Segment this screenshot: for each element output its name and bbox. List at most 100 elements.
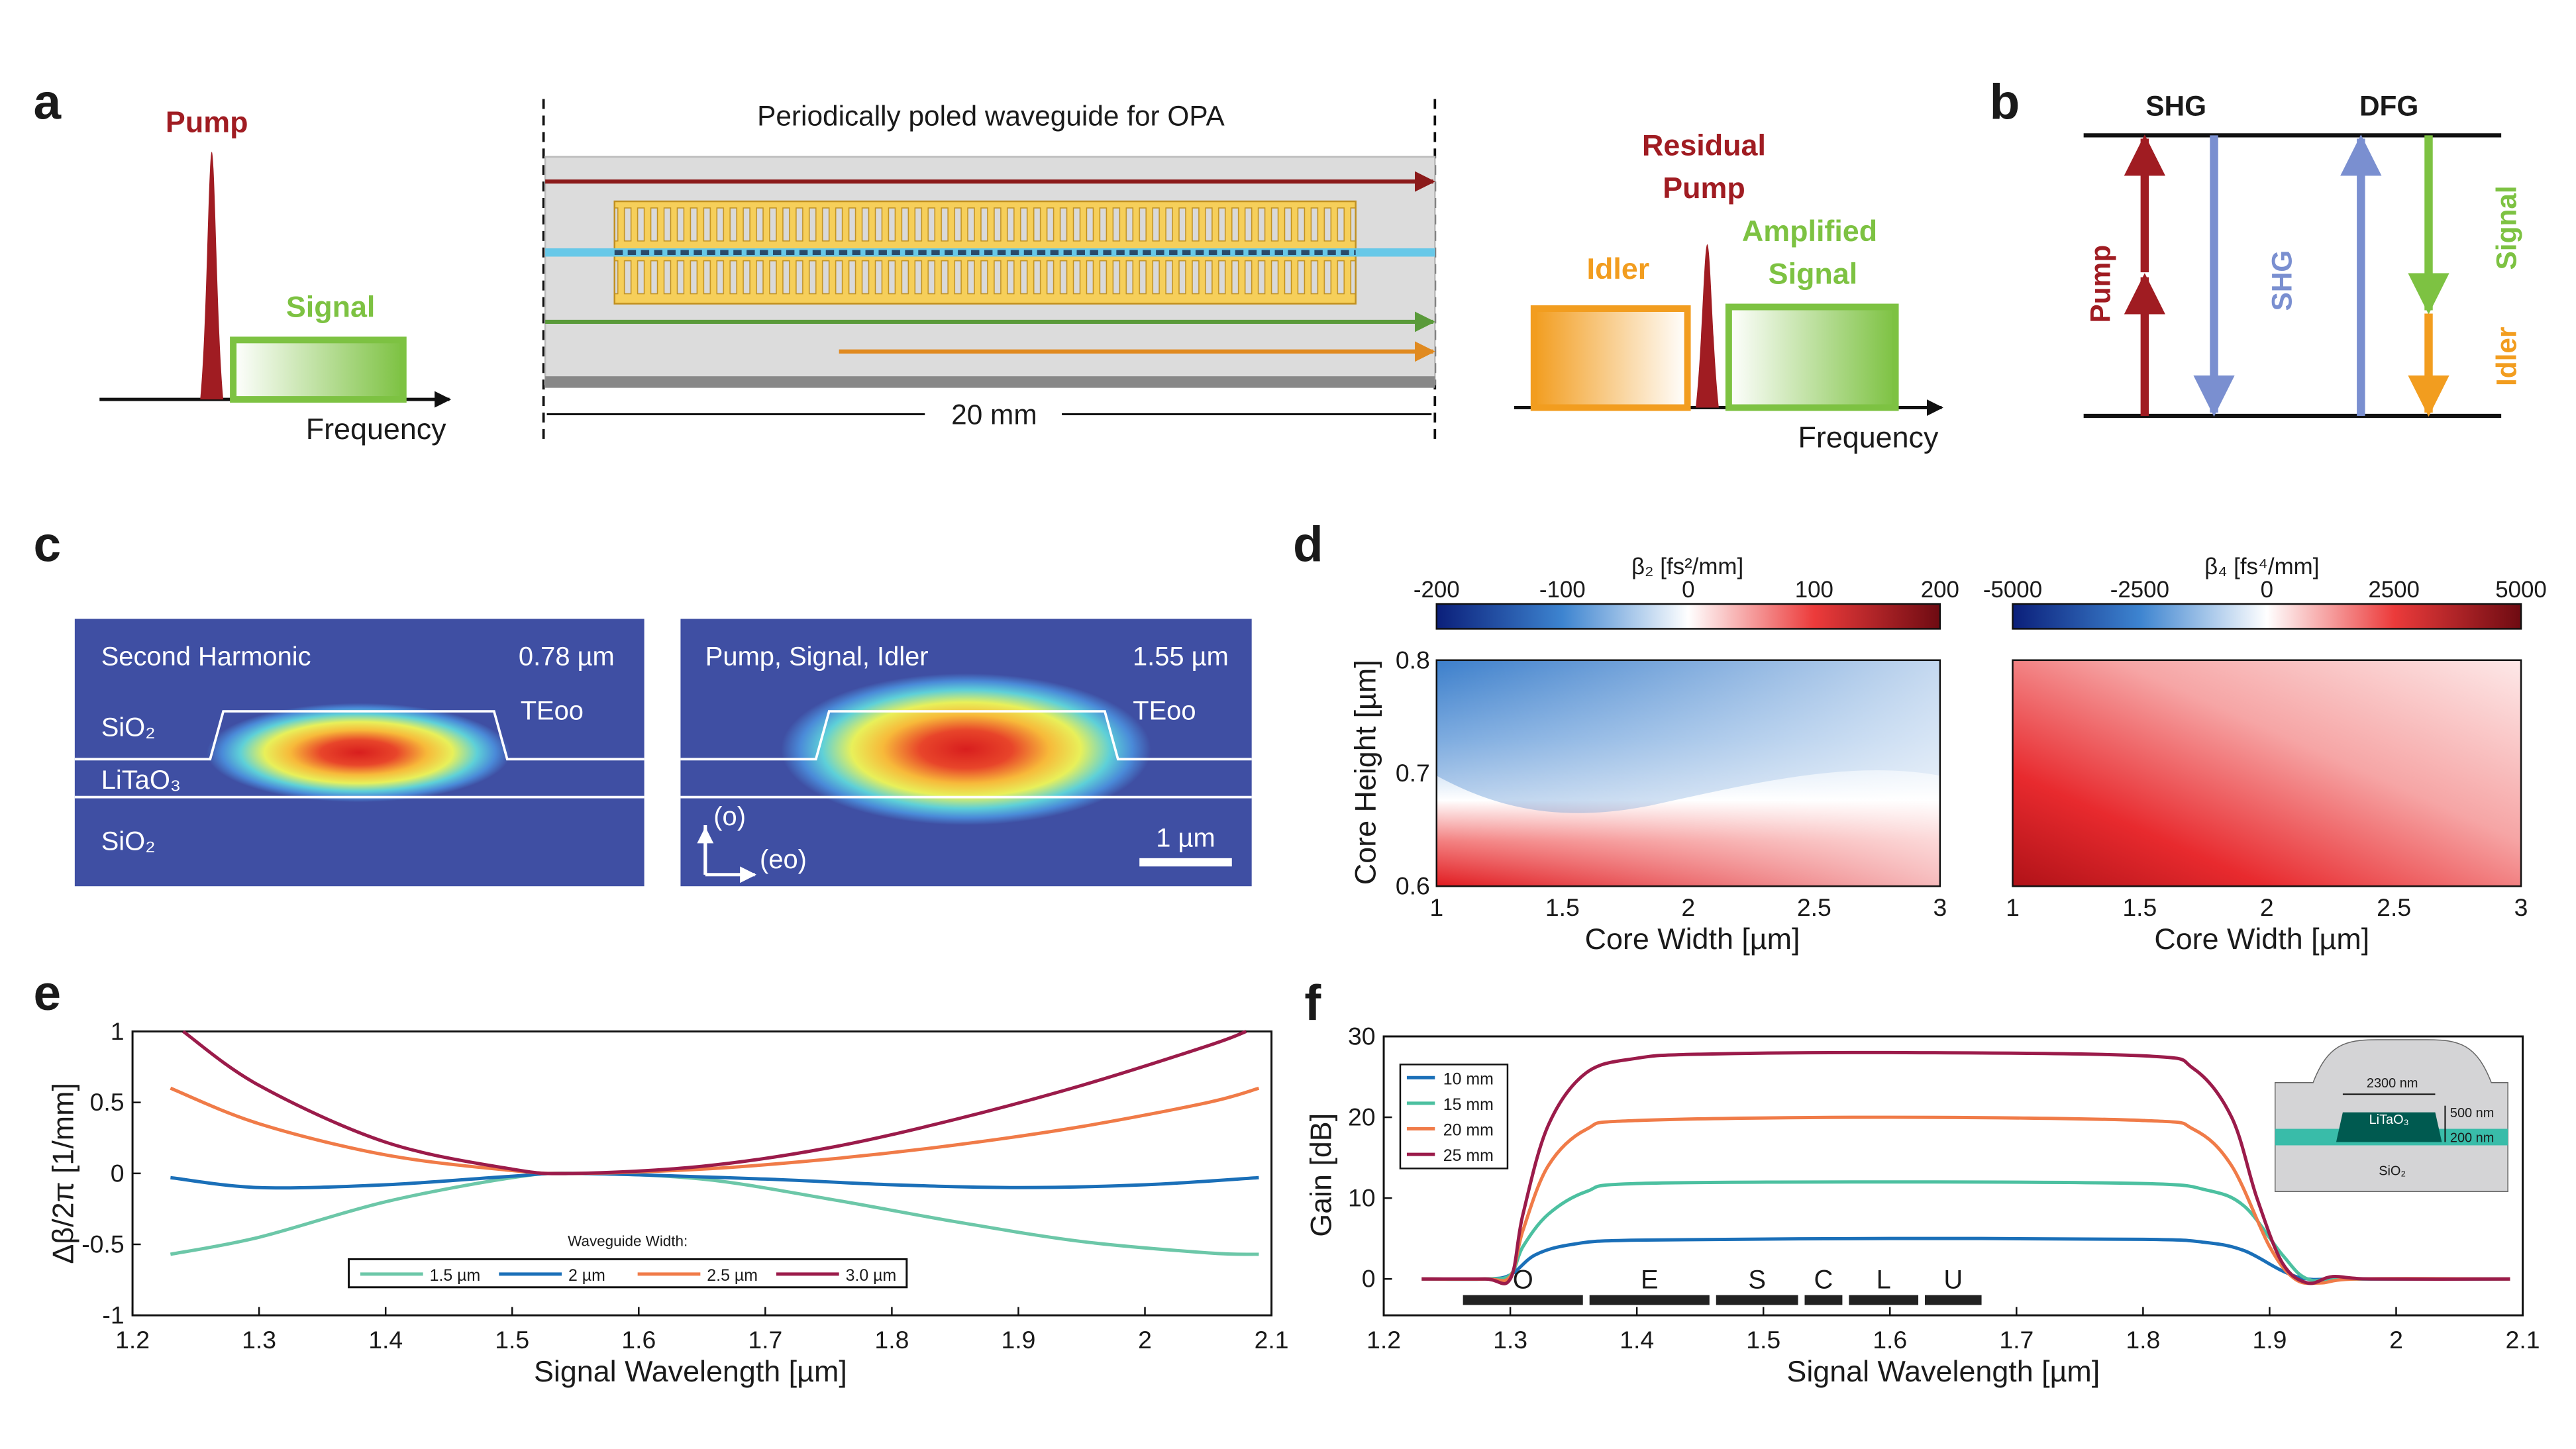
panel-d: d β₂ [fs²/mm] -200 -100 0 100 200 1 1.5 2 2.5 3 0… bbox=[1293, 516, 2547, 956]
band-bar bbox=[1716, 1295, 1798, 1305]
heatmap bbox=[2012, 659, 2522, 887]
mode-intensity bbox=[781, 673, 1151, 826]
frequency-label: Frequency bbox=[306, 412, 446, 446]
x-tick-label: 1.5 bbox=[2122, 893, 2157, 921]
legend-label: 2.5 µm bbox=[707, 1266, 758, 1285]
series-line bbox=[1421, 1050, 2510, 1285]
legend-label: 25 mm bbox=[1443, 1146, 1494, 1165]
wavelength-label: 1.55 µm bbox=[1133, 642, 1229, 671]
panel-label: e bbox=[34, 965, 62, 1021]
y-tick-label: 0.5 bbox=[90, 1088, 125, 1116]
x-tick-label: 1.9 bbox=[2252, 1326, 2287, 1354]
signal-label: Signal bbox=[2491, 185, 2522, 270]
y-tick-label: 20 bbox=[1348, 1103, 1376, 1131]
band-bar bbox=[1925, 1295, 1982, 1305]
x-tick-label: 1.9 bbox=[1001, 1326, 1035, 1354]
legend-title: Waveguide Width: bbox=[568, 1232, 688, 1249]
amplified-signal-label: Signal bbox=[1769, 257, 1858, 291]
residual-pump-label: Pump bbox=[1663, 171, 1745, 205]
cladding-label: SiO₂ bbox=[101, 713, 156, 742]
inset-core-label: LiTaO₃ bbox=[2369, 1113, 2409, 1127]
colorbar-tick-label: 0 bbox=[2261, 577, 2273, 603]
legend-label: 2 µm bbox=[568, 1266, 605, 1285]
x-tick-label: 1.4 bbox=[368, 1326, 403, 1354]
x-tick-label: 2.5 bbox=[2377, 893, 2411, 921]
inset-substrate-label: SiO₂ bbox=[2379, 1164, 2406, 1178]
residual-pump-label: Residual bbox=[1642, 128, 1766, 162]
amplified-signal-label: Amplified bbox=[1742, 214, 1877, 248]
x-tick-label: 1 bbox=[2006, 893, 2020, 921]
signal-band bbox=[230, 336, 407, 403]
legend-label: 1.5 µm bbox=[430, 1266, 481, 1285]
waveguide-cross-section-inset: 2300 nm 500 nm 200 nm LiTaO₃ SiO₂ bbox=[2274, 1039, 2508, 1192]
shg-label: SHG bbox=[2267, 250, 2298, 311]
x-tick-label: 2 bbox=[1138, 1326, 1152, 1354]
x-tick-label: 1.7 bbox=[748, 1326, 782, 1354]
x-tick-label: 1 bbox=[1429, 893, 1443, 921]
waveguide-outline bbox=[680, 710, 1252, 799]
waveguide-outline bbox=[74, 710, 644, 799]
colorbar bbox=[2012, 603, 2522, 630]
x-tick-label: 1.8 bbox=[2126, 1326, 2160, 1354]
x-axis-label: Signal Wavelength [µm] bbox=[534, 1354, 847, 1388]
y-axis-label: Gain [dB] bbox=[1304, 1113, 1337, 1237]
idler-label: Idler bbox=[2491, 327, 2522, 386]
x-tick-label: 1.6 bbox=[621, 1326, 656, 1354]
residual-pump-pulse bbox=[1696, 244, 1719, 408]
mode-profile-sh: Second Harmonic 0.78 µm TEoo SiO₂ LiTaO₃… bbox=[74, 619, 644, 887]
y-tick-label: 0 bbox=[1362, 1265, 1376, 1293]
inset-height-label: 500 nm bbox=[2450, 1106, 2494, 1121]
beta4-map: β₄ [fs⁴/mm] -5000 -2500 0 2500 5000 1 1.5 2 2.5… bbox=[1983, 554, 2547, 956]
axes: 1 1.5 2 2.5 3 0.6 0.7 0.8 bbox=[1396, 646, 1947, 921]
x-tick-label: 2 bbox=[2260, 893, 2274, 921]
panel-e: e 1.2 1.3 1.4 1.5 1.6 1.7 1.8 1.9 2 2.1 -1 -0.5 0 0.5… bbox=[34, 965, 1289, 1388]
idler-label: Idler bbox=[1587, 252, 1650, 285]
band-bar bbox=[1589, 1295, 1710, 1305]
colorbar-tick-label: -5000 bbox=[1983, 577, 2042, 603]
x-tick-label: 1.3 bbox=[1493, 1326, 1527, 1354]
band-bar bbox=[1463, 1295, 1583, 1305]
y-tick-label: 0.6 bbox=[1396, 872, 1430, 900]
x-tick-label: 3 bbox=[1933, 893, 1947, 921]
frequency-label: Frequency bbox=[1798, 420, 1939, 454]
x-tick-label: 2.5 bbox=[1797, 893, 1831, 921]
colorbar-tick-label: 200 bbox=[1921, 577, 1959, 603]
x-tick-label: 1.3 bbox=[242, 1326, 276, 1354]
colorbar bbox=[1435, 603, 1941, 630]
x-tick-label: 1.7 bbox=[1999, 1326, 2034, 1354]
y-tick-label: -1 bbox=[102, 1301, 124, 1329]
wavelength-label: 0.78 µm bbox=[519, 642, 615, 671]
phase-mismatch-plot: 1.2 1.3 1.4 1.5 1.6 1.7 1.8 1.9 2 2.1 -1 -0.5 0 0.5 1 bbox=[81, 1017, 1288, 1354]
x-tick-label: 3 bbox=[2514, 893, 2528, 921]
x-tick-label: 2 bbox=[2389, 1326, 2403, 1354]
mode-intensity bbox=[207, 703, 511, 803]
x-tick-label: 1.5 bbox=[495, 1326, 529, 1354]
y-tick-label: 0.8 bbox=[1396, 646, 1430, 674]
amplified-signal-band bbox=[1725, 303, 1899, 411]
colorbar-label: β₄ [fs⁴/mm] bbox=[2204, 554, 2319, 579]
x-axis-label: Signal Wavelength [µm] bbox=[1786, 1354, 2100, 1388]
core-label: LiTaO₃ bbox=[101, 766, 181, 795]
signal-label: Signal bbox=[286, 289, 376, 323]
pump-pulse bbox=[200, 152, 224, 400]
panel-label: f bbox=[1304, 975, 1321, 1030]
legend-box bbox=[1399, 1064, 1509, 1170]
panel-b: b SHG DFG Pump SHG Signal Idler bbox=[1990, 74, 2522, 419]
series-line bbox=[1421, 1180, 2510, 1283]
mode-profile-pump: Pump, Signal, Idler 1.55 µm TEoo (o) (eo… bbox=[680, 619, 1252, 887]
axis-eo-label: (eo) bbox=[760, 845, 807, 874]
colorbar-tick-label: 5000 bbox=[2495, 577, 2547, 603]
band-bar bbox=[1849, 1295, 1919, 1305]
legend-label: 15 mm bbox=[1443, 1095, 1494, 1114]
band-label: C bbox=[1814, 1266, 1833, 1295]
panel-label: d bbox=[1293, 516, 1323, 572]
legend: 1.5 µm 2 µm 2.5 µm 3.0 µm bbox=[348, 1258, 908, 1289]
mode-label: TEoo bbox=[1133, 697, 1196, 726]
waveguide-title: Periodically poled waveguide for OPA bbox=[757, 100, 1225, 131]
panel-a: a Pump Signal Frequency Periodically pol… bbox=[34, 74, 1943, 454]
band-label: S bbox=[1748, 1266, 1766, 1295]
length-label: 20 mm bbox=[951, 399, 1037, 430]
panel-label: a bbox=[34, 74, 62, 129]
colorbar-tick-label: -200 bbox=[1414, 577, 1460, 603]
